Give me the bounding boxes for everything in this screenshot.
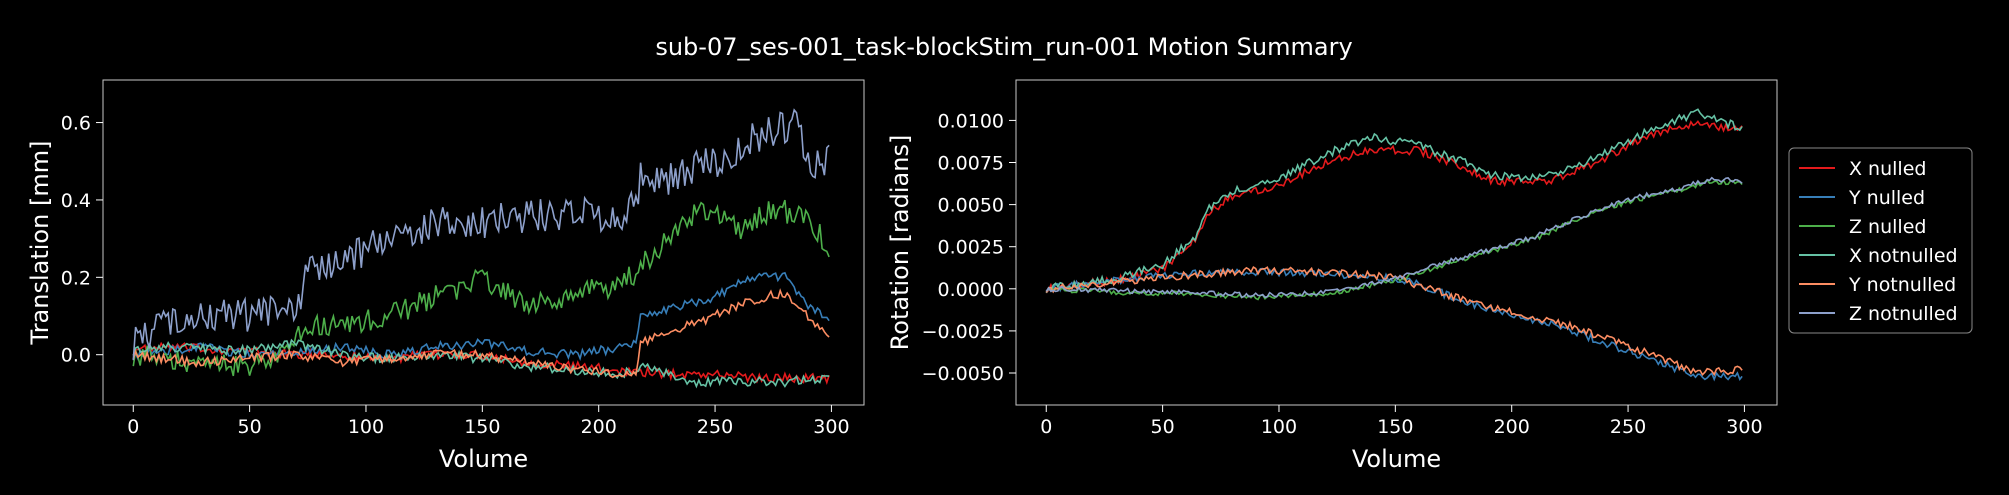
y-tick-label: 0.0 <box>61 345 91 367</box>
x-tick-label: 200 <box>581 416 617 438</box>
legend-box <box>1788 147 1973 334</box>
series-line-z-notnulled <box>132 108 830 361</box>
x-axis-label: Volume <box>439 445 528 473</box>
y-axis-label: Rotation [radians] <box>886 135 914 351</box>
chart-rotation: 0 50 100 150 200 250 300 −0.0050 −0.0025 0.0000 0.… <box>886 79 1778 473</box>
x-tick-label: 300 <box>813 416 849 438</box>
y-tick-label: 0.0100 <box>938 110 1004 132</box>
series-line-z-nulled <box>132 199 830 377</box>
series-line-x-notnulled <box>1045 108 1743 294</box>
y-axis-label: Translation [mm] <box>26 141 54 346</box>
axes-frame <box>102 79 865 406</box>
y-tick-label: 0.6 <box>61 113 91 135</box>
y-tick-label: −0.0025 <box>922 321 1004 343</box>
x-tick-label: 200 <box>1494 416 1530 438</box>
x-tick-label: 150 <box>464 416 500 438</box>
series-line-z-nulled <box>1045 178 1743 301</box>
y-tick-label: 0.0075 <box>938 153 1004 175</box>
series-line-y-nulled <box>132 271 830 361</box>
y-tick-label: 0.0050 <box>938 195 1004 217</box>
axes-layer: 0 50 100 150 200 250 300 0.0 0.2 0.4 0.6 Volume Tran… <box>26 79 1973 473</box>
x-tick-label: 50 <box>238 416 262 438</box>
legend-entry-label: Y nulled <box>1848 187 1925 209</box>
figure-title: sub-07_ses-001_task-blockStim_run-001 Mo… <box>655 33 1352 61</box>
axes-frame <box>1015 79 1778 406</box>
series-line-x-nulled <box>1045 120 1743 294</box>
x-tick-label: 50 <box>1151 416 1175 438</box>
chart-translation: 0 50 100 150 200 250 300 0.0 0.2 0.4 0.6 Volume Tran… <box>26 79 865 473</box>
x-axis-label: Volume <box>1352 445 1441 473</box>
x-tick-label: 0 <box>1040 416 1052 438</box>
legend-entry-label: Z notnulled <box>1849 303 1958 325</box>
y-tick-label: 0.0000 <box>938 279 1004 301</box>
legend-entry-label: X nulled <box>1849 158 1926 180</box>
x-tick-label: 150 <box>1377 416 1413 438</box>
legend: X nulled Y nulled Z nulled X notnulled Y not… <box>1788 147 1973 334</box>
y-tick-label: 0.2 <box>61 267 91 289</box>
x-tick-label: 100 <box>348 416 384 438</box>
x-tick-label: 250 <box>1610 416 1646 438</box>
y-tick-label: −0.0050 <box>922 363 1004 385</box>
legend-entry-label: Y notnulled <box>1848 274 1956 296</box>
series-line-y-notnulled <box>132 288 830 379</box>
legend-entry-label: X notnulled <box>1849 245 1958 267</box>
series-line-z-notnulled <box>1045 176 1743 299</box>
x-tick-label: 300 <box>1726 416 1762 438</box>
y-tick-label: 0.4 <box>61 190 91 212</box>
legend-entry-label: Z nulled <box>1849 216 1926 238</box>
y-tick-label: 0.0025 <box>938 237 1004 259</box>
x-tick-label: 0 <box>127 416 139 438</box>
x-tick-label: 100 <box>1261 416 1297 438</box>
x-tick-label: 250 <box>697 416 733 438</box>
